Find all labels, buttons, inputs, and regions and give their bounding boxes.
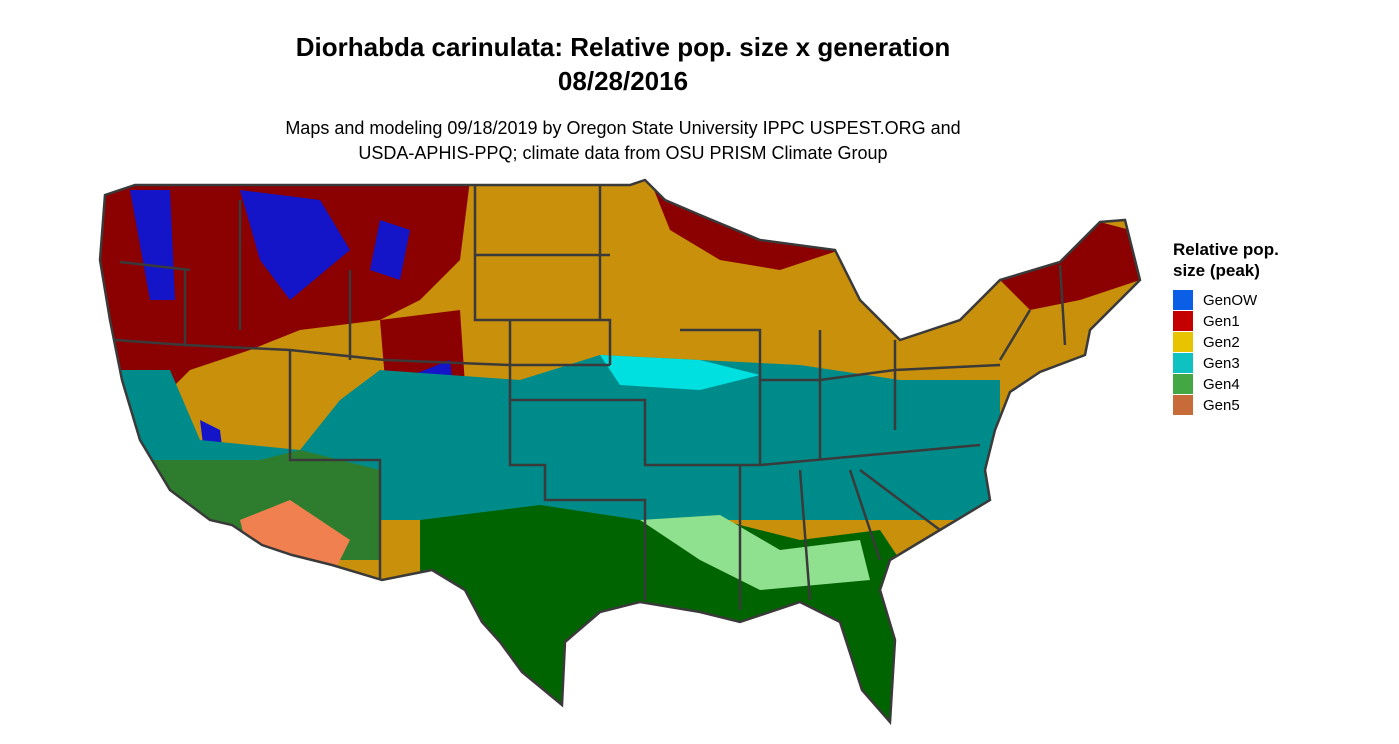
legend-label: Gen3	[1203, 355, 1240, 372]
legend-swatch	[1173, 395, 1193, 415]
legend-label: GenOW	[1203, 292, 1258, 309]
legend: GenOW Gen1 Gen2 Gen3 Gen4 Gen5	[1173, 290, 1258, 415]
legend-swatch	[1173, 311, 1193, 331]
legend-swatch	[1173, 290, 1193, 310]
legend-label: Gen2	[1203, 334, 1240, 351]
subtitle-line: Maps and modeling 09/18/2019 by Oregon S…	[285, 118, 960, 138]
legend-label: Gen5	[1203, 397, 1240, 414]
legend-label: Gen4	[1203, 376, 1240, 393]
legend-title: Relative pop.	[1173, 240, 1279, 259]
legend-title: size (peak)	[1173, 261, 1260, 280]
legend-swatch	[1173, 353, 1193, 373]
legend-swatch	[1173, 374, 1193, 394]
legend-label: Gen1	[1203, 313, 1240, 330]
state-borders	[98, 178, 1142, 726]
title-line: Diorhabda carinulata: Relative pop. size…	[296, 32, 951, 62]
title-line: 08/28/2016	[558, 66, 688, 96]
subtitle-line: USDA-APHIS-PPQ; climate data from OSU PR…	[358, 143, 887, 163]
legend-swatch	[1173, 332, 1193, 352]
